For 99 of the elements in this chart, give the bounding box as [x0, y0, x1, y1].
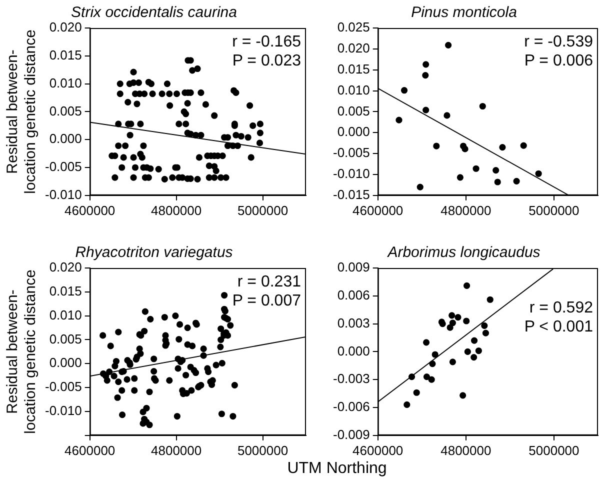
- point: [472, 165, 480, 172]
- y-tick-label: -0.009: [332, 426, 370, 442]
- point: [460, 392, 466, 399]
- x-tick-label: 4800000: [440, 442, 492, 458]
- y-tick-label: 0.006: [337, 287, 370, 302]
- point: [456, 174, 464, 181]
- point: [482, 330, 490, 336]
- annotation: P = 0.023: [232, 52, 302, 70]
- point: [413, 389, 420, 396]
- point: [429, 360, 436, 368]
- y-tick-label: 0.010: [337, 82, 370, 98]
- y-tick-label: -0.006: [332, 399, 370, 414]
- annotation: r = -0.165: [232, 33, 302, 50]
- y-tick-label: 0.005: [337, 103, 370, 118]
- y-tick-label: 0.020: [49, 260, 82, 275]
- y-tick-label: 0.000: [337, 124, 370, 140]
- point: [470, 354, 478, 361]
- y-tick-label: 0.000: [49, 131, 82, 146]
- point: [445, 42, 452, 48]
- point: [463, 318, 470, 324]
- x-tick-label: 4800000: [151, 442, 202, 458]
- y-tick-label: -0.015: [332, 186, 370, 202]
- y-tick-label: 0.003: [337, 315, 370, 330]
- annotation: P = 0.007: [232, 292, 302, 310]
- point: [449, 358, 456, 366]
- annotation: r = 0.592: [529, 299, 594, 316]
- point: [408, 374, 416, 380]
- x-tick-label: 4800000: [440, 202, 492, 218]
- y-tick-label: -0.003: [332, 371, 370, 386]
- y-tick-label: 0.015: [49, 283, 82, 298]
- point: [396, 116, 402, 124]
- point: [446, 324, 454, 331]
- x-tick-label: 5000000: [237, 442, 288, 458]
- point: [422, 106, 430, 114]
- annotation: r = 0.231: [237, 273, 302, 290]
- x-tick-label: 4600000: [352, 202, 404, 218]
- point: [422, 339, 430, 346]
- x-tick-label: 5000000: [528, 202, 580, 218]
- y-axis-title: Residual between-location genetic distance: [4, 270, 40, 434]
- annotation: P < 0.001: [524, 318, 594, 336]
- point: [454, 314, 462, 321]
- point: [499, 144, 506, 151]
- point: [470, 337, 478, 344]
- y-tick-label: 0.010: [49, 307, 82, 322]
- chart-title: Arborimus longicaudus: [386, 244, 541, 262]
- y-axis-title: Residual between-location genetic distance: [4, 30, 40, 194]
- point: [492, 166, 500, 174]
- x-tick-label: 4600000: [64, 442, 116, 458]
- point: [448, 312, 456, 319]
- y-tick-label: -0.005: [44, 159, 82, 174]
- x-tick-label: 4600000: [64, 202, 116, 218]
- point: [433, 142, 440, 150]
- y-tick-label: 0.005: [49, 103, 82, 118]
- y-tick-label: 0.020: [49, 20, 82, 35]
- point: [416, 184, 424, 190]
- point: [486, 296, 494, 303]
- point: [479, 102, 486, 110]
- point: [494, 178, 501, 186]
- point: [520, 142, 527, 149]
- annotation: r = -0.539: [524, 33, 594, 50]
- point: [513, 178, 520, 184]
- point: [404, 401, 410, 408]
- y-tick-label: 0.000: [337, 343, 370, 358]
- y-tick-label: -0.010: [44, 186, 82, 202]
- x-tick-label: 4600000: [352, 442, 404, 458]
- x-axis-title: UTM Northing: [287, 460, 387, 478]
- chart-title: Strix occidentalis caurina: [71, 4, 237, 22]
- point: [423, 374, 430, 380]
- y-tick-label: -0.005: [332, 145, 370, 160]
- point: [464, 348, 471, 355]
- x-tick-label: 5000000: [237, 202, 288, 218]
- y-tick-label: 0.015: [49, 47, 82, 62]
- y-tick-label: -0.010: [332, 166, 370, 182]
- point: [463, 282, 470, 289]
- point: [432, 351, 438, 358]
- y-tick-label: 0.020: [337, 40, 370, 56]
- y-tick-label: 0.025: [337, 20, 370, 35]
- y-tick-label: 0.010: [49, 75, 82, 90]
- x-tick-label: 5000000: [528, 442, 580, 458]
- point: [428, 376, 435, 383]
- chart-title: Rhyacotriton variegatus: [75, 244, 234, 262]
- point: [462, 146, 468, 152]
- point: [444, 112, 450, 119]
- y-tick-label: 0.000: [49, 355, 82, 370]
- y-tick-label: -0.005: [44, 379, 82, 394]
- point: [475, 347, 482, 354]
- y-tick-label: 0.005: [49, 331, 82, 346]
- y-tick-label: 0.009: [337, 260, 370, 275]
- point: [535, 170, 542, 177]
- point: [481, 322, 488, 329]
- annotation: P = 0.006: [524, 52, 594, 70]
- point: [449, 320, 456, 326]
- y-tick-label: 0.015: [337, 61, 370, 76]
- point: [400, 87, 408, 94]
- x-tick-label: 4800000: [151, 202, 202, 218]
- chart-title: Pinus monticola: [411, 4, 517, 22]
- point: [422, 61, 430, 68]
- point: [422, 72, 429, 79]
- y-tick-label: -0.010: [44, 403, 82, 418]
